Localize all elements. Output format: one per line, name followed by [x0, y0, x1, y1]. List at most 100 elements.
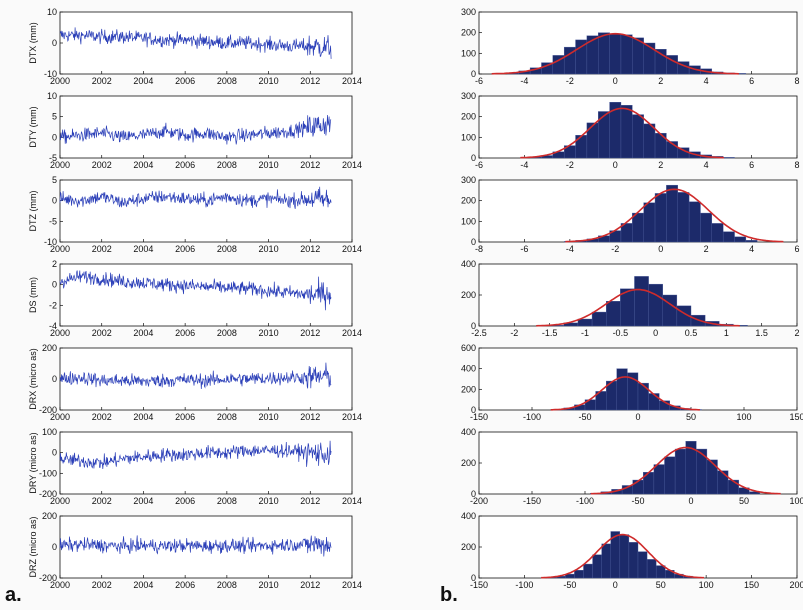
histogram-bar	[592, 554, 602, 579]
plot-frame	[59, 515, 353, 579]
x-tick-label: 2014	[342, 580, 362, 590]
histogram-bar	[711, 223, 724, 243]
x-tick-label: -150	[523, 496, 541, 506]
histogram-bar	[637, 382, 649, 411]
x-tick-label: 0	[613, 76, 618, 86]
x-tick-label: 2010	[259, 244, 279, 254]
x-tick-label: -4	[566, 244, 574, 254]
x-tick-label: 2000	[50, 412, 70, 422]
x-tick-label: 0	[613, 160, 618, 170]
histogram-bar	[727, 479, 739, 495]
x-tick-label: 2006	[175, 76, 195, 86]
x-tick-label: 2004	[133, 160, 153, 170]
histogram-bar	[717, 470, 729, 495]
x-tick-label: -50	[578, 412, 591, 422]
x-tick-label: 2000	[50, 496, 70, 506]
normal-fit-curve	[550, 376, 700, 411]
x-tick-label: -1.5	[542, 328, 558, 338]
x-tick-label: 200	[789, 580, 803, 590]
y-axis-label: DRY (micro as)	[28, 432, 38, 493]
x-tick-label: 2010	[259, 328, 279, 338]
x-tick-label: 2002	[92, 76, 112, 86]
y-tick-label: 200	[461, 112, 476, 122]
y-tick-label: -5	[49, 153, 57, 163]
x-tick-label: 50	[656, 580, 666, 590]
panel-label-b: b.	[440, 584, 458, 606]
x-tick-label: 2	[658, 160, 663, 170]
histogram-panel-4: -2.5 -2 -1.5 -1 -0.5 0 0.5 1 1.5 2 0 200 400	[461, 259, 800, 338]
y-tick-label: 100	[461, 132, 476, 142]
histogram-bar	[749, 491, 761, 495]
histogram-bar	[632, 114, 644, 159]
y-tick-label: 0	[52, 542, 57, 552]
x-tick-label: 1.5	[755, 328, 768, 338]
histogram-bar	[655, 565, 666, 579]
y-tick-label: -5	[49, 216, 57, 226]
x-tick-label: 2012	[300, 580, 320, 590]
x-tick-label: 1	[724, 328, 729, 338]
x-tick-label: 0	[613, 580, 618, 590]
y-tick-label: 5	[52, 175, 57, 185]
histogram-bar	[722, 157, 735, 159]
y-tick-label: 200	[461, 384, 476, 394]
histogram-bar	[620, 105, 633, 159]
x-tick-label: 2006	[175, 496, 195, 506]
x-tick-label: -150	[470, 580, 488, 590]
x-tick-label: -6	[520, 244, 528, 254]
histogram-bar	[722, 231, 735, 243]
histogram-bar	[628, 542, 639, 579]
x-tick-label: 2002	[92, 328, 112, 338]
plot-frame	[59, 179, 353, 243]
histogram-bar	[577, 318, 593, 327]
x-tick-label: 2006	[175, 412, 195, 422]
y-tick-label: 0	[52, 280, 57, 290]
panel-label-a: a.	[5, 584, 22, 606]
x-tick-label: 0	[653, 328, 658, 338]
x-tick-label: -2	[566, 76, 574, 86]
x-tick-label: 2004	[133, 244, 153, 254]
y-tick-label: 100	[42, 427, 57, 437]
x-tick-label: 2010	[259, 580, 279, 590]
series-line	[59, 440, 332, 470]
y-tick-label: 200	[42, 343, 57, 353]
y-axis-label: DTX (mm)	[28, 22, 38, 64]
x-tick-label: 0	[688, 496, 693, 506]
histogram-bar	[643, 123, 656, 159]
x-tick-label: 2014	[342, 160, 362, 170]
x-tick-label: 2000	[50, 244, 70, 254]
normal-fit-curve	[536, 288, 740, 327]
y-tick-label: -10	[44, 237, 57, 247]
x-tick-label: 2002	[92, 412, 112, 422]
x-tick-label: 2006	[175, 160, 195, 170]
normal-fit-curve	[590, 446, 781, 495]
x-tick-label: 150	[744, 580, 759, 590]
y-axis-label: DRZ (micro as)	[28, 517, 38, 578]
y-tick-label: 0	[471, 489, 476, 499]
histogram-bar	[648, 283, 663, 327]
x-tick-label: 8	[794, 160, 799, 170]
y-tick-label: 0	[471, 153, 476, 163]
x-tick-label: -4	[520, 76, 528, 86]
x-tick-label: 2010	[259, 412, 279, 422]
x-tick-label: 2002	[92, 496, 112, 506]
series-line	[59, 27, 332, 59]
histogram-bar	[654, 193, 667, 243]
y-tick-label: 0	[471, 405, 476, 415]
x-tick-label: -2.5	[471, 328, 487, 338]
x-tick-label: 2014	[342, 76, 362, 86]
histogram-panel-2: -6 -4 -2 0 2 4 6 8 0 100 200 300	[461, 91, 800, 170]
x-tick-label: 2004	[133, 496, 153, 506]
histogram-bar	[666, 184, 678, 243]
y-tick-label: 300	[461, 7, 476, 17]
timeseries-panel-1: 2000 2002 2004 2006 2008 2010 2012 2014 -10 0 10 DT…	[28, 7, 362, 86]
normal-fit-curve	[565, 188, 784, 243]
histogram-bar	[677, 192, 690, 243]
x-tick-label: 2002	[92, 244, 112, 254]
x-tick-label: 2006	[175, 244, 195, 254]
histogram-bar	[643, 42, 656, 75]
x-tick-label: -4	[520, 160, 528, 170]
plot-frame	[59, 11, 353, 75]
x-tick-label: 2006	[175, 328, 195, 338]
